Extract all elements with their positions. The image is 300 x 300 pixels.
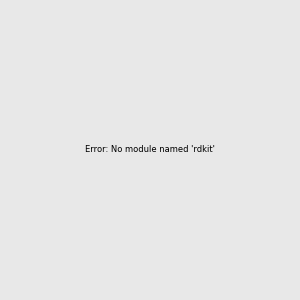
Text: Error: No module named 'rdkit': Error: No module named 'rdkit' [85,146,215,154]
